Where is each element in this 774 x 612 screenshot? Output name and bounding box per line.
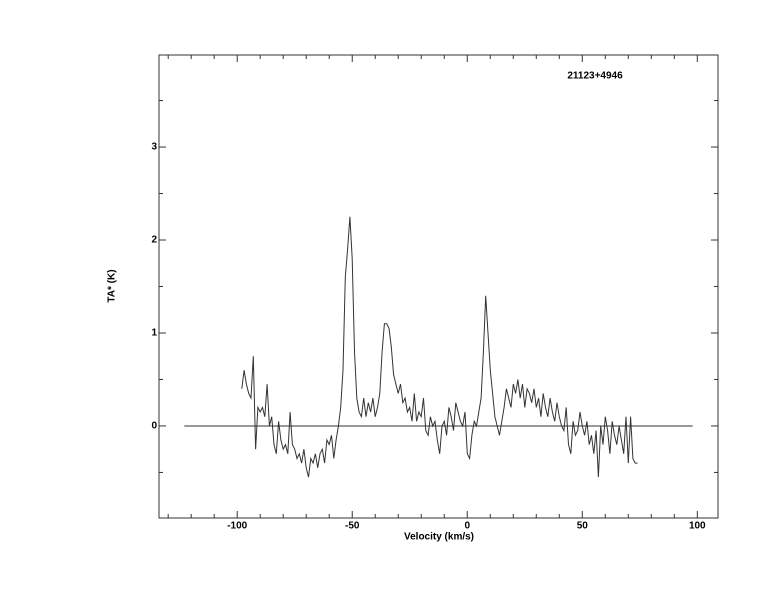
x-tick-label: 50 bbox=[577, 521, 589, 532]
y-axis-label: TA* (K) bbox=[107, 269, 118, 302]
y-tick-label: 3 bbox=[151, 142, 157, 153]
x-axis-label: Velocity (km/s) bbox=[404, 532, 474, 543]
y-tick-label: 0 bbox=[151, 421, 157, 432]
y-tick-label: 1 bbox=[151, 328, 157, 339]
x-tick-label: 0 bbox=[464, 521, 470, 532]
x-tick-label: -100 bbox=[227, 521, 247, 532]
y-tick-label: 2 bbox=[151, 235, 157, 246]
x-tick-label: -50 bbox=[345, 521, 360, 532]
x-tick-label: 100 bbox=[689, 521, 706, 532]
spectrum-line bbox=[241, 216, 638, 478]
annotation: 21123+4946 bbox=[567, 71, 623, 82]
